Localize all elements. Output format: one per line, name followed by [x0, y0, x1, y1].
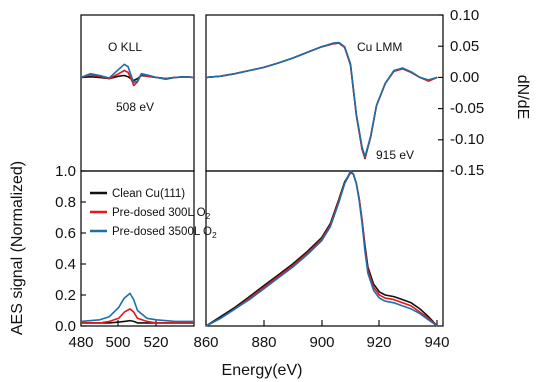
y-tick-label-4: 0.8 [55, 194, 76, 211]
series-line-top-right-1 [205, 42, 438, 159]
series-line-top-left-2 [80, 63, 195, 84]
legend-label-300l: Pre-dosed 300L O2 [112, 207, 211, 221]
y-axis-title: AES signal (Normalized) [9, 161, 26, 335]
panel-frame-bottom-right [205, 170, 444, 327]
panel-frame-top-left [80, 14, 195, 172]
y-tick-label-2: 0.4 [55, 256, 76, 273]
series-line-top-right-0 [205, 42, 438, 160]
panel-frame-bottom-left [80, 170, 195, 327]
x-tick-label-940: 940 [424, 334, 449, 351]
y2-tick-label-4: -0.10 [450, 131, 484, 148]
x-tick-label-900: 900 [309, 334, 334, 351]
x-tick-label-500: 500 [105, 334, 130, 351]
legend: Clean Cu(111) Pre-dosed 300L O2 Pre-dose… [90, 188, 217, 240]
tick-marks [80, 14, 443, 327]
y2-tick-label-0: 0.10 [450, 7, 479, 24]
series-line-bottom-right-2 [205, 170, 438, 327]
annotation-915-ev: 915 eV [376, 148, 414, 162]
x-tick-label-860: 860 [193, 334, 218, 351]
x-tick-label-480: 480 [68, 334, 93, 351]
y-tick-label-0: 0.0 [55, 318, 76, 335]
y2-tick-label-5: -0.15 [450, 162, 484, 179]
series-line-bottom-left-1 [81, 308, 194, 324]
legend-label-3500l: Pre-dosed 3500L O2 [112, 226, 217, 240]
y-tick-label-3: 0.6 [55, 225, 76, 242]
x-tick-label-920: 920 [366, 334, 391, 351]
y-tick-label-1: 0.2 [55, 287, 76, 304]
y2-tick-label-3: -0.05 [450, 100, 484, 117]
series-layer [80, 41, 438, 327]
series-line-top-right-2 [205, 41, 438, 158]
y-tick-label-5: 1.0 [55, 163, 76, 180]
annotation-cu-lmm: Cu LMM [357, 40, 402, 54]
y2-tick-label-1: 0.05 [450, 38, 479, 55]
x-axis-title: Energy(eV) [222, 362, 303, 379]
annotation-508-ev: 508 eV [116, 100, 154, 114]
y2-tick-label-2: 0.00 [450, 69, 479, 86]
annotation-o-kll: O KLL [108, 40, 142, 54]
x-tick-label-880: 880 [251, 334, 276, 351]
y2-axis-title: dN/dE [514, 75, 531, 119]
legend-label-clean: Clean Cu(111) [112, 188, 185, 200]
series-line-bottom-left-2 [80, 292, 194, 323]
x-tick-label-520: 520 [143, 334, 168, 351]
